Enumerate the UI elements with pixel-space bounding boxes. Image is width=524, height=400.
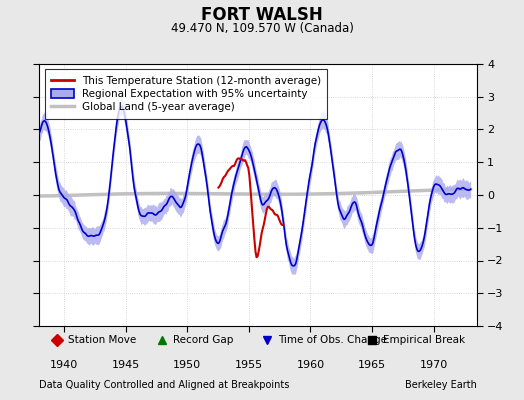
Text: 1970: 1970 bbox=[420, 360, 448, 370]
Text: Time of Obs. Change: Time of Obs. Change bbox=[278, 336, 387, 346]
Text: 1965: 1965 bbox=[358, 360, 386, 370]
Text: Data Quality Controlled and Aligned at Breakpoints: Data Quality Controlled and Aligned at B… bbox=[39, 380, 290, 390]
Text: FORT WALSH: FORT WALSH bbox=[201, 6, 323, 24]
Text: Station Move: Station Move bbox=[68, 336, 136, 346]
Text: 49.470 N, 109.570 W (Canada): 49.470 N, 109.570 W (Canada) bbox=[171, 22, 353, 35]
Text: Record Gap: Record Gap bbox=[173, 336, 233, 346]
Y-axis label: Temperature Anomaly (°C): Temperature Anomaly (°C) bbox=[523, 121, 524, 269]
Text: 1940: 1940 bbox=[50, 360, 78, 370]
Text: 1950: 1950 bbox=[173, 360, 201, 370]
Legend: This Temperature Station (12-month average), Regional Expectation with 95% uncer: This Temperature Station (12-month avera… bbox=[45, 69, 328, 119]
Text: Empirical Break: Empirical Break bbox=[383, 336, 465, 346]
Text: 1955: 1955 bbox=[235, 360, 263, 370]
Text: 1960: 1960 bbox=[297, 360, 324, 370]
Text: 1945: 1945 bbox=[112, 360, 140, 370]
Text: Berkeley Earth: Berkeley Earth bbox=[405, 380, 477, 390]
